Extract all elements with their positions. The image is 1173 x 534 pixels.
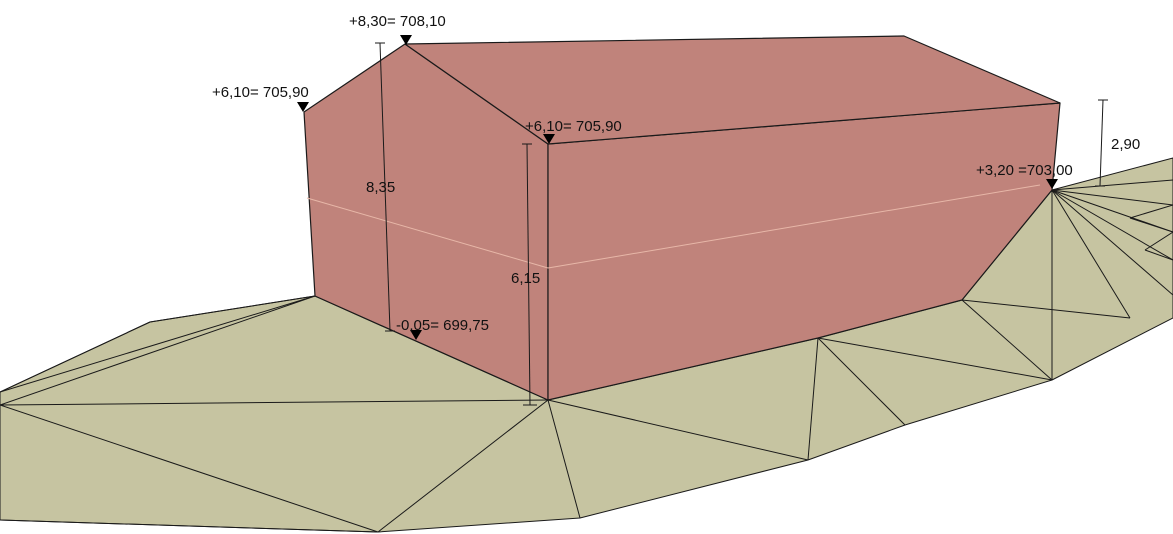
right-corner-marker-icon xyxy=(1046,179,1058,189)
ridge-marker-icon xyxy=(400,35,412,45)
ridge-elevation-label: +8,30= 708,10 xyxy=(349,13,446,30)
front-eave-elevation-label: +6,10= 705,90 xyxy=(525,118,622,135)
left-eave-elevation-label: +6,10= 705,90 xyxy=(212,84,309,101)
front-height-dimension-label: 6,15 xyxy=(511,270,540,287)
dimension-line-total-height xyxy=(379,42,391,332)
ground-base-marker-icon xyxy=(410,330,422,340)
front-eave-marker-icon xyxy=(543,134,555,144)
floor-line-right xyxy=(547,184,1041,269)
total-height-dimension-label: 8,35 xyxy=(366,179,395,196)
dimension-line-right-height xyxy=(1099,99,1104,187)
dimension-lines xyxy=(375,42,1108,406)
elevation-markers xyxy=(297,35,1058,340)
building-model xyxy=(303,35,1061,401)
terrain-triangle-lines xyxy=(0,179,1173,533)
floor-line-left xyxy=(306,197,549,269)
terrain-mesh xyxy=(0,157,1173,533)
dimension-line-front-height xyxy=(526,143,531,406)
right-corner-elevation-label: +3,20 =703,00 xyxy=(976,162,1073,179)
right-height-dimension-label: 2,90 xyxy=(1111,136,1140,153)
labels: +8,30= 708,10 +6,10= 705,90 +6,10= 705,9… xyxy=(212,13,1140,334)
left-eave-marker-icon xyxy=(297,102,309,112)
roof-face xyxy=(404,35,1061,145)
ground-base-elevation-label: -0,05= 699,75 xyxy=(396,317,489,334)
